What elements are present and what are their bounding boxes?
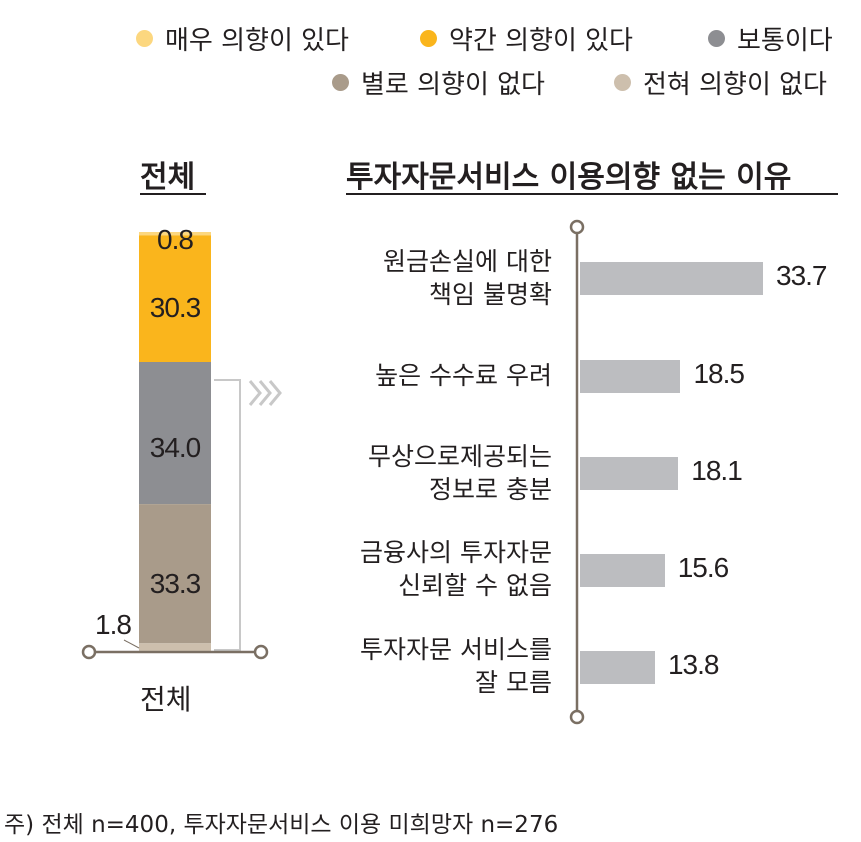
axis-end-circle [569,219,585,235]
reason-label-line: 잘 모름 [475,668,552,697]
axis-end-circle [81,644,97,660]
reason-label: 무상으로제공되는 정보로 충분 [368,440,552,506]
reason-value-label: 33.7 [776,260,827,291]
reason-bar [580,262,763,295]
footnote: 주) 전체 n=400, 투자자문서비스 이용 미희망자 n=276 [4,812,559,838]
reason-value-label: 13.8 [667,649,719,680]
reason-label-line: 투자자문 서비스를 [360,635,552,664]
reason-label: 투자자문 서비스를 잘 모름 [360,633,552,699]
reason-value-label: 18.5 [693,358,744,389]
stack-value-label: 34.0 [149,432,202,463]
right-title-underline [346,193,838,195]
reason-label-line: 높은 수수료 우려 [375,361,552,390]
reason-bar [580,360,681,393]
callout-leader [123,639,140,649]
axis-end-circle [569,709,585,725]
reason-label-line: 무상으로제공되는 [367,442,552,471]
legend-item-not-very: 별로 의향이 없다 [332,64,545,101]
legend-item-not-at-all: 전혀 의향이 없다 [614,64,827,101]
legend-swatch [420,30,437,47]
stack-segment [139,504,211,644]
stack-category-label: 전체 [140,683,192,716]
reason-value-label: 15.6 [677,552,729,583]
stack-value-label: 33.3 [149,568,202,599]
stack-value-label-callout: 1.8 [95,609,132,640]
reason-bar [580,554,665,587]
legend-label: 별로 의향이 없다 [361,70,545,100]
legend-item-very-likely: 매우 의향이 있다 [136,20,349,57]
legend-label: 보통이다 [737,26,833,56]
legend-label: 매우 의향이 있다 [165,26,349,56]
reason-label: 원금손실에 대한 책임 불명확 [383,245,552,311]
right-chart-title: 투자자문서비스 이용의향 없는 이유 [346,160,792,195]
reason-label-line: 정보로 충분 [429,475,552,504]
arrow-chevron-icon [248,380,262,406]
legend-item-neutral: 보통이다 [708,20,833,57]
legend-swatch [332,74,349,91]
legend-label: 전혀 의향이 없다 [643,70,827,100]
stack-segment [139,643,211,651]
stack-segment [139,232,211,236]
legend-swatch [136,30,153,47]
reason-value-label: 18.1 [691,455,742,486]
stack-value-label: 30.3 [149,292,202,323]
stack-value-label: 0.8 [157,224,194,255]
axis-end-circle [253,644,269,660]
legend-item-somewhat-likely: 약간 의향이 있다 [420,20,633,57]
reason-label-line: 금융사의 투자자문 [360,538,552,567]
arrow-chevron-icon [268,380,282,406]
legend-swatch [614,74,631,91]
stack-segment [139,235,211,362]
reason-label-line: 책임 불명확 [429,280,552,309]
reason-label-line: 원금손실에 대한 [383,247,552,276]
reason-label: 높은 수수료 우려 [375,359,552,392]
reason-label-line: 신뢰할 수 없음 [398,571,552,600]
arrow-chevron-icon [258,380,272,406]
reason-bar [580,457,679,490]
left-title-underline [140,193,206,195]
stack-segment [139,361,211,505]
reason-bar [580,651,655,684]
legend-label: 약간 의향이 있다 [449,26,633,56]
bracket-line [214,379,241,651]
legend-swatch [708,30,725,47]
left-chart-title: 전체 [140,160,196,195]
reason-label: 금융사의 투자자문 신뢰할 수 없음 [360,536,552,602]
